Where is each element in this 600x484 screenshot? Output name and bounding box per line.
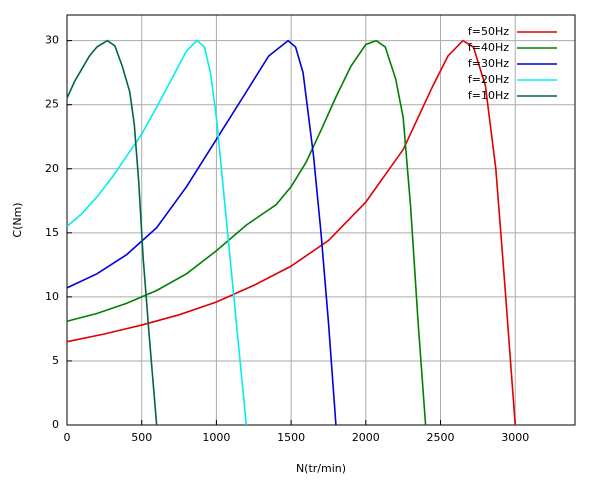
x-tick-label: 1000 (202, 431, 230, 444)
legend-label: f=20Hz (468, 73, 509, 86)
line-series (66, 39, 427, 426)
x-tick-label: 2500 (427, 431, 455, 444)
legend-label: f=50Hz (468, 25, 509, 38)
y-tick-label: 30 (45, 34, 59, 47)
line-series (66, 39, 517, 426)
x-tick-label: 0 (64, 431, 71, 444)
line-series (66, 39, 337, 426)
legend-label: f=40Hz (468, 41, 509, 54)
x-tick-label: 1500 (277, 431, 305, 444)
y-tick-label: 0 (52, 418, 59, 431)
y-tick-label: 25 (45, 98, 59, 111)
x-tick-label: 3000 (501, 431, 529, 444)
line-series (66, 39, 158, 426)
x-tick-label: 2000 (352, 431, 380, 444)
y-tick-label: 15 (45, 226, 59, 239)
legend-label: f=10Hz (468, 89, 509, 102)
y-tick-label: 5 (52, 354, 59, 367)
x-axis-label: N(tr/min) (296, 462, 346, 475)
y-tick-label: 10 (45, 290, 59, 303)
y-tick-label: 20 (45, 162, 59, 175)
plot-frame (66, 14, 576, 426)
legend-label: f=30Hz (468, 57, 509, 70)
line-series (66, 39, 248, 426)
y-axis-label: C(Nm) (11, 202, 24, 237)
x-tick-label: 500 (131, 431, 152, 444)
